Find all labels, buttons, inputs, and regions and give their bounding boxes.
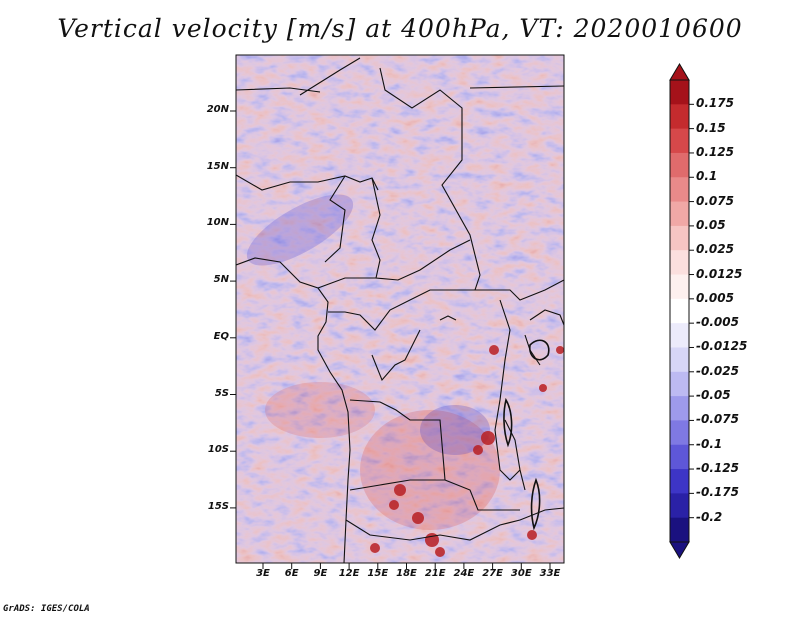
colorbar-label: -0.175	[696, 485, 739, 500]
colorbar-label: 0.15	[696, 120, 726, 135]
colorbar-segment	[670, 80, 689, 105]
colorbar-segment	[670, 444, 689, 470]
colorbar-segment	[670, 201, 689, 227]
grads-credit: GrADS: IGES/COLA	[3, 604, 90, 614]
lat-label: 15S	[207, 500, 229, 512]
colorbar-label: 0.05	[696, 217, 726, 232]
colorbar-segment	[670, 274, 689, 300]
lat-label: 5S	[214, 387, 229, 399]
map-frame	[235, 54, 565, 564]
colorbar-min-arrow	[669, 541, 690, 559]
colorbar-label: 0.005	[696, 290, 734, 305]
colorbar-segment	[670, 493, 689, 519]
lon-label: 21E	[424, 568, 446, 579]
lat-label: 10S	[207, 444, 229, 456]
colorbar-label: -0.125	[696, 461, 739, 476]
colorbar-label: 0.125	[696, 144, 734, 159]
lake-outlines	[503, 339, 550, 531]
colorbar-segment	[670, 177, 689, 202]
lon-label: 3E	[256, 568, 270, 579]
colorbar-segment	[670, 517, 689, 543]
lat-label: 15N	[206, 160, 229, 172]
latitude-ticks	[230, 110, 236, 509]
colorbar-segment	[670, 250, 689, 275]
lon-label: 6E	[284, 568, 299, 579]
colorbar-label: 0.075	[696, 193, 734, 208]
lat-label: EQ	[213, 330, 229, 342]
coastlines-and-borders	[236, 57, 564, 563]
colorbar-label: -0.025	[696, 363, 739, 378]
colorbar-segment	[670, 225, 689, 251]
colorbar-label: 0.025	[696, 242, 734, 257]
colorbar-segment	[670, 469, 689, 494]
colorbar-segment	[670, 420, 689, 446]
lon-label: 18E	[396, 568, 417, 579]
colorbar-segment	[670, 371, 689, 397]
lon-label: 24E	[453, 568, 475, 579]
colorbar-segment	[670, 128, 689, 154]
velocity-field	[236, 55, 564, 563]
colorbar-label: 0.1	[696, 169, 718, 184]
lat-label: 5N	[213, 274, 229, 286]
colorbar	[669, 63, 694, 559]
colorbar-segment	[670, 104, 689, 130]
lat-label: 10N	[206, 217, 229, 229]
longitude-ticks	[262, 563, 551, 569]
lon-label: 9E	[313, 568, 328, 579]
colorbar-label: -0.075	[696, 412, 739, 427]
lon-label: 27E	[482, 568, 503, 579]
lon-label: 33E	[539, 568, 561, 579]
colorbar-frame	[669, 79, 690, 543]
colorbar-segment	[670, 298, 689, 324]
colorbar-label: -0.0125	[696, 339, 748, 354]
colorbar-label: -0.005	[696, 315, 739, 330]
strong-updraft-cells	[370, 345, 564, 557]
colorbar-max-arrow	[669, 63, 690, 81]
colorbar-segment	[670, 347, 689, 373]
lon-label: 30E	[510, 568, 532, 579]
colorbar-segment	[670, 396, 689, 421]
lat-label: 20N	[206, 104, 229, 115]
colorbar-segment	[670, 152, 689, 178]
lon-label: 15E	[367, 568, 389, 579]
colorbar-label: 0.175	[696, 96, 734, 111]
colorbar-label: -0.05	[696, 388, 731, 403]
colorbar-label: -0.1	[696, 436, 723, 451]
colorbar-segment	[670, 323, 689, 348]
colorbar-label: 0.0125	[696, 266, 743, 281]
map-title: Vertical velocity [m/s] at 400hPa, VT: 2…	[57, 14, 743, 43]
lon-label: 12E	[338, 568, 360, 579]
colorbar-label: -0.2	[696, 509, 723, 524]
